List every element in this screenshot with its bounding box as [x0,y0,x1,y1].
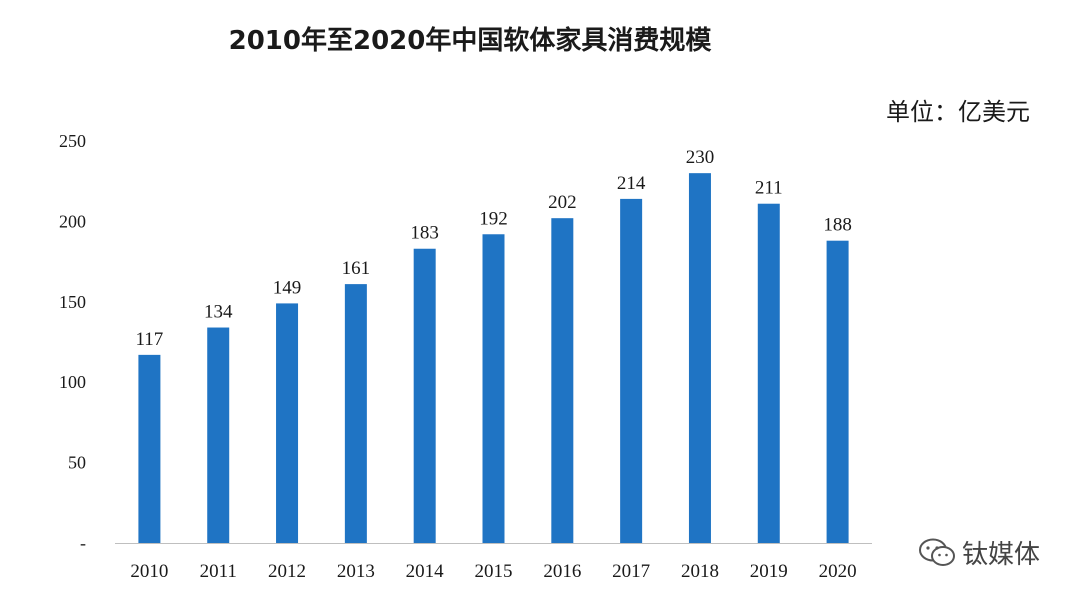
bar-series [138,173,849,544]
watermark-text: 钛媒体 [962,540,1041,570]
x-tick-label: 2011 [200,561,237,582]
y-tick-label: 100 [59,372,86,392]
data-label: 192 [479,208,508,229]
bar [413,248,436,543]
x-tick-label: 2018 [681,561,719,582]
y-tick-label: 50 [68,453,86,473]
data-label: 149 [273,277,302,298]
data-label: 202 [548,192,577,213]
bar [620,198,643,543]
data-label: 211 [755,178,783,199]
bar [551,218,574,543]
y-tick-label: - [80,533,86,553]
y-tick-label: 200 [59,211,86,231]
bar [344,284,367,543]
x-tick-label: 2012 [268,561,306,582]
data-label: 188 [823,215,852,236]
chart-title: 2010年至2020年中国软体家具消费规模 [228,26,712,56]
wechat-icon [919,538,955,566]
y-tick-label: 250 [59,131,86,151]
x-tick-label: 2016 [543,561,581,582]
data-labels: 117 134 149 161 183 192 202 214 230 211 188 [136,147,852,350]
x-tick-label: 2015 [475,561,513,582]
bar [757,203,780,543]
data-label: 117 [136,329,164,350]
bar [482,234,505,543]
x-tick-label: 2010 [130,561,168,582]
bar [276,303,299,543]
y-axis: - 50 100 150 200 250 [59,131,86,553]
data-label: 134 [204,302,233,323]
bar [138,354,161,543]
bar [207,327,230,543]
bar [688,173,711,543]
x-tick-label: 2014 [406,561,445,582]
bar [826,240,849,544]
data-label: 183 [410,223,439,244]
unit-label: 单位：亿美元 [886,98,1030,126]
data-label: 230 [686,147,715,168]
x-tick-label: 2019 [750,561,788,582]
x-axis: 2010 2011 2012 2013 2014 2015 2016 2017 2018 2019… [130,561,856,582]
data-label: 161 [342,258,371,279]
data-label: 214 [617,173,646,194]
y-tick-label: 150 [59,292,86,312]
x-tick-label: 2017 [612,561,650,582]
x-tick-label: 2020 [819,561,857,582]
x-tick-label: 2013 [337,561,375,582]
watermark: 钛媒体 [918,534,1040,571]
